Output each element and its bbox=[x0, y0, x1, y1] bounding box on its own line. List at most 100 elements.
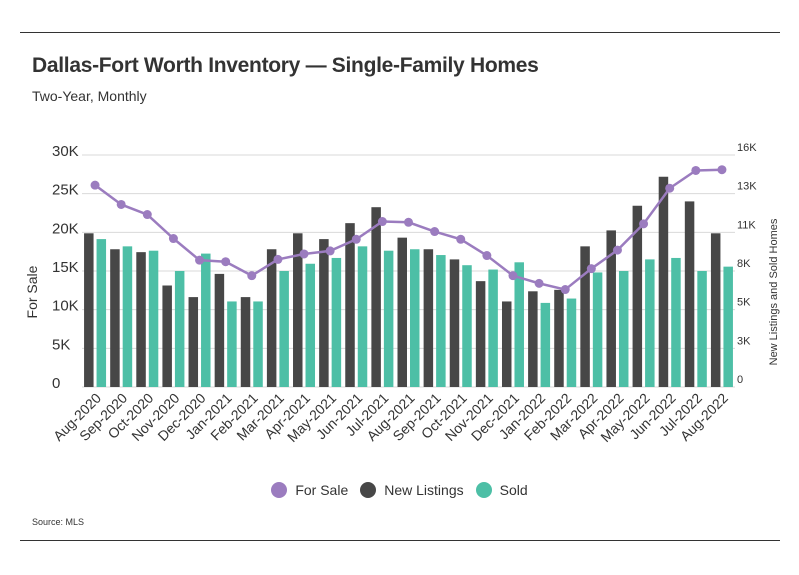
bar-sold bbox=[279, 271, 289, 387]
point-for-sale bbox=[482, 251, 492, 261]
bar-new-listings bbox=[110, 249, 120, 387]
y-right-tick-label: 11K bbox=[737, 219, 756, 231]
point-for-sale bbox=[90, 180, 100, 190]
point-for-sale bbox=[247, 271, 257, 281]
bar-new-listings bbox=[554, 289, 564, 387]
bar-sold bbox=[383, 250, 394, 387]
point-for-sale bbox=[273, 254, 283, 264]
legend-swatch-sold bbox=[475, 482, 492, 498]
y-left-tick-label: 15K bbox=[52, 259, 79, 276]
point-for-sale bbox=[430, 227, 440, 237]
bar-new-listings bbox=[632, 205, 643, 387]
point-for-sale bbox=[456, 234, 466, 244]
y-left-tick-label: 25K bbox=[52, 182, 79, 199]
bar-new-listings bbox=[475, 281, 486, 387]
point-for-sale bbox=[299, 249, 309, 259]
top-rule bbox=[20, 32, 780, 33]
point-for-sale bbox=[404, 217, 413, 227]
y-right-tick-label: 8K bbox=[737, 258, 751, 270]
bar-sold bbox=[697, 271, 707, 387]
bar-new-listings bbox=[136, 252, 146, 387]
bar-new-listings bbox=[188, 297, 199, 387]
y-left-axis-title: For Sale bbox=[24, 265, 40, 318]
bar-new-listings bbox=[293, 233, 303, 387]
bar-new-listings bbox=[606, 230, 616, 387]
point-for-sale bbox=[221, 257, 231, 267]
bar-sold bbox=[592, 272, 603, 387]
bar-new-listings bbox=[371, 207, 381, 387]
bar-new-listings bbox=[684, 201, 695, 387]
y-right-tick-label: 13K bbox=[737, 181, 757, 193]
y-left-tick-label: 10K bbox=[52, 298, 79, 315]
bar-sold bbox=[540, 302, 551, 387]
bar-sold bbox=[618, 271, 629, 387]
y-right-axis-title: New Listings and Sold Homes bbox=[768, 218, 780, 365]
bar-sold bbox=[645, 259, 655, 387]
point-for-sale bbox=[195, 255, 205, 265]
point-for-sale bbox=[586, 264, 596, 274]
y-left-tick-label: 5K bbox=[52, 336, 70, 353]
y-left-tick-label: 0 bbox=[52, 375, 60, 392]
source-note: Source: MLS bbox=[32, 517, 85, 527]
legend-item-sold: Sold bbox=[475, 482, 528, 498]
point-for-sale bbox=[142, 210, 152, 220]
y-right-tick-label: 5K bbox=[737, 297, 751, 309]
point-for-sale bbox=[639, 219, 649, 229]
point-for-sale bbox=[168, 234, 178, 244]
point-for-sale bbox=[665, 183, 675, 193]
bottom-rule bbox=[20, 540, 780, 541]
bar-sold bbox=[488, 269, 498, 387]
bar-sold bbox=[357, 246, 368, 387]
point-for-sale bbox=[377, 217, 387, 227]
legend-item-for-sale: For Sale bbox=[271, 482, 348, 498]
chart-legend: For Sale New Listings Sold bbox=[0, 482, 799, 498]
bar-sold bbox=[122, 246, 133, 387]
bar-new-listings bbox=[214, 273, 225, 387]
legend-label-for-sale: For Sale bbox=[295, 482, 349, 498]
bar-sold bbox=[201, 253, 211, 387]
bar-sold bbox=[96, 239, 107, 387]
bar-sold bbox=[671, 257, 681, 387]
bar-sold bbox=[174, 271, 185, 387]
bar-new-listings bbox=[449, 259, 460, 387]
legend-item-new-listings: New Listings bbox=[360, 482, 464, 498]
bar-sold bbox=[331, 257, 342, 387]
y-right-tick-label: 0 bbox=[737, 374, 743, 386]
point-for-sale bbox=[612, 245, 622, 255]
point-for-sale bbox=[534, 278, 544, 288]
bar-new-listings bbox=[580, 246, 590, 387]
bar-sold bbox=[514, 262, 524, 387]
bar-new-listings bbox=[397, 237, 407, 387]
point-for-sale bbox=[508, 271, 518, 281]
bar-sold bbox=[723, 266, 733, 387]
bar-new-listings bbox=[501, 301, 512, 387]
point-for-sale bbox=[116, 199, 126, 209]
legend-swatch-new-listings bbox=[360, 482, 377, 498]
legend-swatch-for-sale bbox=[271, 482, 288, 498]
point-for-sale bbox=[691, 165, 701, 175]
bar-new-listings bbox=[162, 285, 172, 387]
bar-sold bbox=[227, 301, 237, 387]
bar-sold bbox=[566, 298, 577, 387]
bar-sold bbox=[436, 255, 446, 387]
bar-sold bbox=[148, 250, 159, 387]
bar-new-listings bbox=[710, 233, 721, 387]
point-for-sale bbox=[560, 285, 570, 295]
bar-new-listings bbox=[240, 297, 251, 387]
bar-sold bbox=[410, 249, 420, 387]
y-left-tick-label: 20K bbox=[52, 220, 79, 237]
chart-title: Dallas-Fort Worth Inventory — Single-Fam… bbox=[32, 54, 539, 77]
bar-sold bbox=[305, 263, 316, 387]
point-for-sale bbox=[325, 246, 335, 256]
point-for-sale bbox=[717, 165, 727, 175]
bar-new-listings bbox=[345, 223, 355, 387]
bar-new-listings bbox=[423, 249, 434, 387]
bar-new-listings bbox=[658, 176, 669, 387]
point-for-sale bbox=[351, 234, 361, 244]
bar-new-listings bbox=[266, 249, 277, 387]
y-right-tick-label: 16K bbox=[737, 142, 757, 154]
legend-label-new-listings: New Listings bbox=[384, 482, 464, 498]
y-right-tick-label: 3K bbox=[737, 335, 751, 347]
bar-new-listings bbox=[528, 291, 538, 387]
